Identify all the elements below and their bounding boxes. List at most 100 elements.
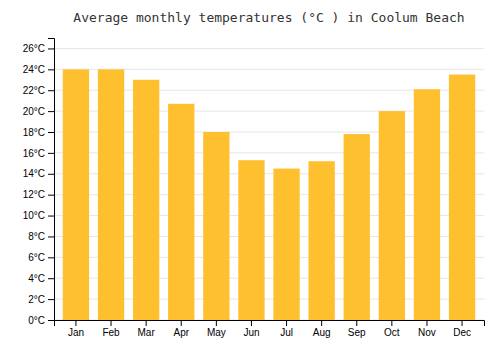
x-tick-label: Aug — [313, 327, 331, 338]
y-tick-label: 2°C — [28, 294, 45, 305]
x-tick: May — [207, 320, 226, 338]
x-tick-mark — [75, 320, 76, 326]
plot: 0°C 2°C 4°C 6°C 8°C 10°C 12°C 14°C 16°C 18°C 20°C 2… — [23, 39, 485, 339]
x-axis: Jan Feb Mar Apr May Jun Jul Aug Sep Oct Nov Dec — [55, 320, 485, 338]
grid — [54, 48, 484, 320]
y-tick-label: 20°C — [23, 106, 45, 117]
y-tick: 2°C — [28, 294, 54, 305]
x-tick-mark — [181, 320, 182, 326]
x-tick-label: Feb — [102, 327, 120, 338]
x-tick-mark — [111, 320, 112, 326]
bar — [98, 69, 124, 320]
y-tick-mark — [48, 195, 54, 196]
y-tick-label: 6°C — [28, 252, 45, 263]
y-tick-label: 8°C — [28, 231, 45, 242]
bar — [308, 161, 334, 320]
x-tick-mark — [146, 320, 147, 326]
y-tick: 6°C — [28, 252, 54, 263]
x-tick-mark — [251, 320, 252, 326]
y-tick: 22°C — [23, 85, 54, 96]
y-tick: 8°C — [28, 231, 54, 242]
y-axis-line — [48, 39, 55, 321]
y-tick: 16°C — [23, 148, 54, 159]
x-tick-mark — [462, 320, 463, 326]
y-tick: 20°C — [23, 106, 54, 117]
y-tick-label: 18°C — [23, 127, 45, 138]
x-tick: Apr — [173, 320, 189, 338]
x-tick-label: Nov — [418, 327, 436, 338]
x-tick-mark — [356, 320, 357, 326]
x-tick-label: Jun — [243, 327, 259, 338]
bar — [449, 75, 475, 320]
y-axis: 0°C 2°C 4°C 6°C 8°C 10°C 12°C 14°C 16°C 18°C 20°C 2… — [23, 39, 55, 326]
x-tick: Dec — [453, 320, 471, 338]
x-tick-mark — [321, 320, 322, 326]
y-tick: 18°C — [23, 127, 54, 138]
x-tick-label: Sep — [348, 327, 366, 338]
y-tick-label: 0°C — [28, 315, 45, 326]
y-tick-label: 12°C — [23, 189, 45, 200]
y-tick-mark — [48, 278, 54, 279]
y-tick-mark — [48, 48, 54, 49]
y-tick-mark — [48, 111, 54, 112]
bar — [379, 111, 405, 320]
bar — [344, 134, 370, 320]
y-tick-mark — [48, 174, 54, 175]
grid-line — [54, 48, 484, 49]
y-tick-mark — [48, 69, 54, 70]
y-tick-mark — [48, 132, 54, 133]
y-tick-label: 4°C — [28, 273, 45, 284]
x-tick-label: May — [207, 327, 226, 338]
x-tick: Jun — [243, 320, 259, 338]
y-tick: 10°C — [23, 210, 54, 221]
y-tick-mark — [48, 153, 54, 154]
y-tick: 14°C — [23, 168, 54, 179]
x-tick-label: Jul — [280, 327, 293, 338]
y-tick-mark — [48, 299, 54, 300]
x-tick-mark — [216, 320, 217, 326]
x-tick: Sep — [348, 320, 366, 338]
x-axis-line — [55, 321, 485, 327]
title: Average monthly temperatures (°C ) in Co… — [73, 10, 464, 25]
x-tick-label: Apr — [173, 327, 189, 338]
y-tick-label: 24°C — [23, 64, 45, 75]
y-tick-label: 22°C — [23, 85, 45, 96]
bar — [168, 104, 194, 320]
x-tick-label: Jan — [68, 327, 84, 338]
y-tick: 24°C — [23, 64, 54, 75]
x-tick: Mar — [138, 320, 156, 338]
y-tick-label: 26°C — [23, 43, 45, 54]
x-tick: Feb — [102, 320, 120, 338]
chart: 0°C 2°C 4°C 6°C 8°C 10°C 12°C 14°C 16°C 18°C 20°C 2… — [0, 0, 500, 350]
y-tick: 12°C — [23, 189, 54, 200]
y-tick-mark — [48, 216, 54, 217]
x-tick-mark — [426, 320, 427, 326]
bars — [63, 69, 475, 320]
x-tick-label: Dec — [453, 327, 471, 338]
y-tick-label: 14°C — [23, 168, 45, 179]
bar — [273, 169, 299, 320]
y-tick-mark — [48, 320, 54, 321]
x-tick-label: Oct — [384, 327, 400, 338]
x-tick-label: Mar — [138, 327, 156, 338]
y-tick: 26°C — [23, 43, 54, 54]
x-tick: Jan — [68, 320, 84, 338]
y-tick: 4°C — [28, 273, 54, 284]
x-tick-mark — [391, 320, 392, 326]
x-tick: Jul — [280, 320, 293, 338]
x-tick: Aug — [313, 320, 331, 338]
x-tick-mark — [286, 320, 287, 326]
bar — [133, 80, 159, 320]
bar — [238, 160, 264, 320]
y-tick-mark — [48, 236, 54, 237]
x-tick: Nov — [418, 320, 436, 338]
y-tick: 0°C — [28, 315, 54, 326]
x-tick: Oct — [384, 320, 400, 338]
y-tick-mark — [48, 257, 54, 258]
y-tick-label: 10°C — [23, 210, 45, 221]
bar — [203, 132, 229, 320]
y-tick-label: 16°C — [23, 148, 45, 159]
bar — [63, 69, 89, 320]
bar — [414, 89, 440, 320]
y-tick-mark — [48, 90, 54, 91]
